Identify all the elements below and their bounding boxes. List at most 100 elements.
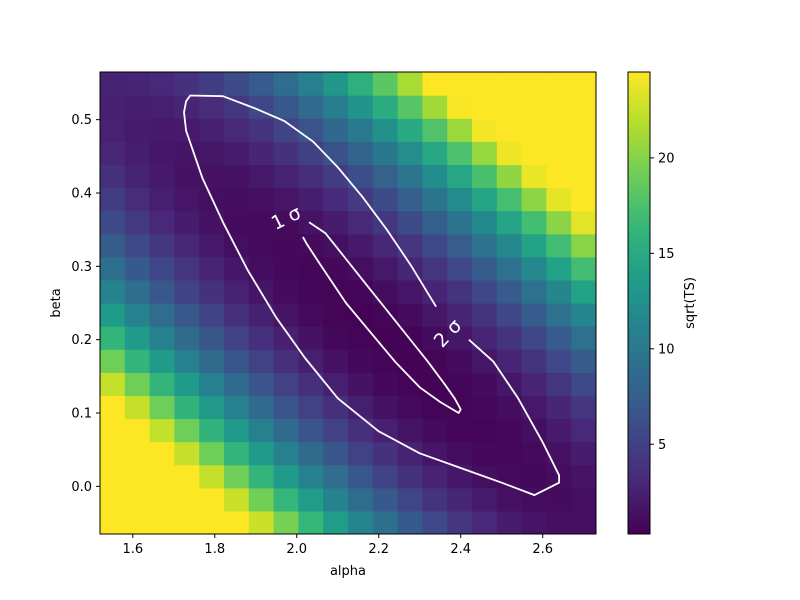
colorbar-tick-label: 20 [658, 151, 675, 166]
heatmap-cell [149, 395, 175, 420]
heatmap-cell [447, 303, 473, 327]
heatmap-cell [422, 210, 448, 235]
heatmap-cell [298, 510, 324, 534]
heatmap-cell [546, 72, 572, 96]
heatmap-cell [149, 141, 175, 165]
heatmap-cell [447, 256, 473, 281]
heatmap-cell [422, 349, 448, 373]
heatmap-cell [546, 256, 572, 281]
heatmap-cell [124, 187, 151, 212]
heatmap-cell [447, 510, 473, 534]
heatmap-cell [372, 233, 399, 258]
heatmap-cell [323, 187, 349, 212]
heatmap-cell [496, 233, 523, 258]
heatmap-cell [348, 233, 374, 258]
heatmap-cell [174, 233, 200, 258]
heatmap-cell [149, 210, 175, 235]
plot-frame [99, 71, 597, 535]
heatmap-cell [224, 395, 250, 420]
y-tick-label: 0.3 [71, 260, 92, 275]
heatmap-cell [521, 326, 547, 350]
heatmap-cell [397, 233, 423, 258]
heatmap-cell [149, 487, 175, 512]
heatmap-cell [422, 372, 448, 396]
heatmap-cell [174, 279, 200, 304]
heatmap-cell [124, 118, 151, 142]
heatmap-cell [149, 510, 175, 534]
heatmap-cell [348, 372, 374, 396]
heatmap-cell [273, 441, 299, 466]
heatmap-cell [199, 349, 225, 373]
heatmap-cell [248, 141, 275, 165]
heatmap-cell [298, 487, 324, 512]
heatmap-cell [149, 118, 175, 142]
heatmap-cell [323, 256, 349, 281]
x-tick-label: 1.8 [204, 542, 225, 557]
heatmap-cell [248, 326, 275, 350]
heatmap-cell [521, 210, 547, 235]
heatmap-cell [174, 72, 200, 96]
heatmap-cell [546, 141, 572, 165]
heatmap-cell [149, 418, 175, 443]
heatmap-cell [149, 187, 175, 212]
heatmap-cell [248, 118, 275, 142]
heatmap-cell [174, 326, 200, 350]
heatmap-cell [422, 164, 448, 189]
heatmap-cell [100, 187, 126, 212]
heatmap-cell [298, 464, 324, 489]
heatmap-cell [372, 326, 399, 350]
heatmap-cell [323, 303, 349, 327]
heatmap-cell [199, 164, 225, 189]
heatmap-cell [149, 164, 175, 189]
heatmap-cell [100, 349, 126, 373]
heatmap-cell [124, 464, 151, 489]
heatmap-cell [298, 118, 324, 142]
heatmap-cell [273, 372, 299, 396]
heatmap-cell [372, 349, 399, 373]
heatmap-cell [447, 349, 473, 373]
x-tick-label: 1.6 [122, 542, 143, 557]
heatmap-cell [447, 141, 473, 165]
heatmap-cell [348, 510, 374, 534]
heatmap-cell [571, 395, 596, 420]
heatmap-cell [521, 233, 547, 258]
heatmap-cell [298, 233, 324, 258]
y-tick-label: 0.0 [71, 480, 92, 495]
heatmap-cell [100, 510, 126, 534]
heatmap-cell [248, 164, 275, 189]
heatmap-cell [496, 510, 523, 534]
heatmap-cell [273, 187, 299, 212]
heatmap-cell [149, 303, 175, 327]
heatmap-cell [397, 95, 423, 119]
heatmap-cell [447, 372, 473, 396]
heatmap-cell [124, 279, 151, 304]
heatmap-cell [397, 372, 423, 396]
heatmap-cell [372, 118, 399, 142]
heatmap-cell [472, 441, 498, 466]
heatmap-cell [224, 210, 250, 235]
heatmap-cell [472, 210, 498, 235]
heatmap-cell [372, 510, 399, 534]
heatmap-cell [100, 326, 126, 350]
heatmap-cell [571, 279, 596, 304]
heatmap-cell [174, 118, 200, 142]
heatmap-cell [149, 441, 175, 466]
heatmap-cell [149, 95, 175, 119]
heatmap-cell [248, 441, 275, 466]
heatmap-cell [521, 487, 547, 512]
heatmap-cell [174, 441, 200, 466]
heatmap-cell [348, 395, 374, 420]
heatmap-cell [546, 487, 572, 512]
heatmap-cell [100, 95, 126, 119]
heatmap-cell [372, 487, 399, 512]
heatmap-cell [496, 164, 523, 189]
heatmap-cell [397, 441, 423, 466]
heatmap-cell [323, 118, 349, 142]
heatmap-cell [571, 487, 596, 512]
heatmap-cell [571, 164, 596, 189]
heatmap-cell [521, 464, 547, 489]
heatmap-cell [397, 464, 423, 489]
heatmap-cell [298, 441, 324, 466]
heatmap-cell [571, 349, 596, 373]
